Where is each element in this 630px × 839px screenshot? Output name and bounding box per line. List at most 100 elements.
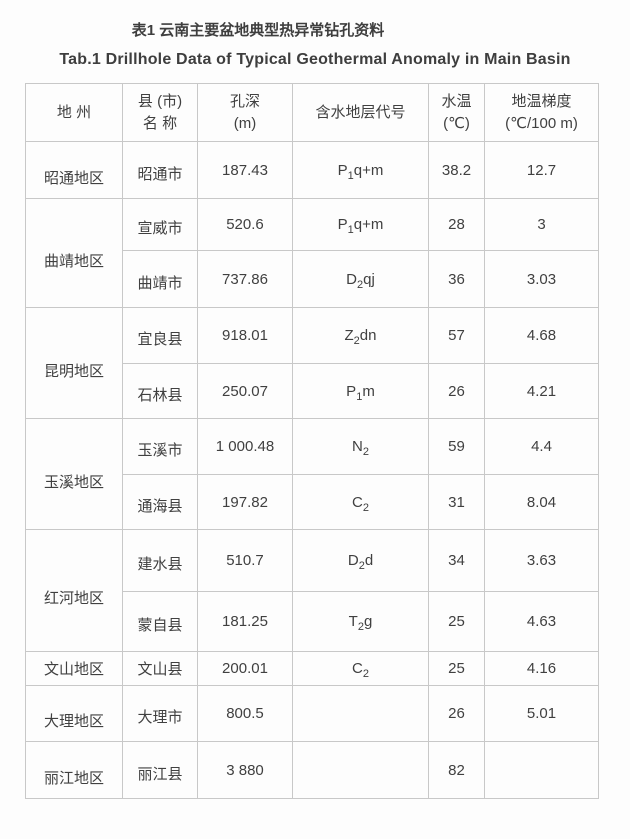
- gradient-value: 4.21: [526, 382, 557, 400]
- cell-depth: 1 000.48: [197, 418, 293, 475]
- stratum-code: P1q+m: [337, 161, 384, 182]
- gradient-value: 4.4: [531, 438, 552, 455]
- depth-value: 737.86: [222, 270, 268, 288]
- cell-region: 昆明地区: [25, 307, 123, 419]
- gradient-value: 5.01: [526, 705, 557, 722]
- header-depth-line1: 孔深: [229, 92, 260, 110]
- cell-gradient: 12.7: [484, 141, 599, 199]
- cell-stratum: P1m: [292, 363, 429, 419]
- cell-temp: 28: [428, 198, 485, 251]
- stratum-code: C2: [352, 660, 369, 680]
- header-temp-line2: (℃): [443, 114, 470, 132]
- gradient-value: 4.63: [526, 613, 557, 630]
- cell-county: 建水县: [122, 529, 198, 592]
- temp-value: 36: [448, 270, 465, 288]
- header-region: 地 州: [25, 83, 123, 142]
- header-gradient: 地温梯度 (℃/100 m): [484, 83, 599, 142]
- table-row: 文山地区 文山县 200.01 C2 25 4.16: [25, 651, 599, 686]
- county-text: 昭通市: [137, 165, 183, 183]
- cell-temp: 82: [428, 741, 485, 799]
- cell-region: 曲靖地区: [25, 198, 123, 308]
- stratum-code: P1m: [346, 382, 375, 403]
- county-text: 石林县: [137, 386, 183, 404]
- county-text: 蒙自县: [137, 617, 183, 634]
- cell-temp: 25: [428, 591, 485, 652]
- temp-value: 59: [448, 438, 465, 455]
- cell-gradient: 4.21: [484, 363, 599, 419]
- cell-region: 红河地区: [25, 529, 123, 652]
- county-text: 大理市: [137, 709, 183, 726]
- stratum-code: N2: [352, 438, 369, 458]
- cell-gradient: 4.4: [484, 418, 599, 475]
- cell-depth: 181.25: [197, 591, 293, 652]
- cell-region: 丽江地区: [25, 741, 123, 799]
- cell-temp: 31: [428, 474, 485, 530]
- table-row: 通海县 197.82 C2 31 8.04: [26, 474, 599, 530]
- cell-gradient: 4.68: [484, 307, 599, 364]
- cell-depth: 918.01: [197, 307, 293, 364]
- cell-depth: 800.5: [197, 685, 293, 742]
- cell-gradient: [484, 741, 599, 799]
- cell-temp: 26: [428, 363, 485, 419]
- gradient-value: 4.68: [526, 327, 557, 344]
- stratum-code: D2qj: [346, 270, 375, 291]
- cell-gradient: 3.63: [484, 529, 599, 592]
- table-caption-english: Tab.1 Drillhole Data of Typical Geotherm…: [59, 51, 571, 68]
- region-text: 昭通地区: [43, 169, 104, 187]
- cell-depth: 250.07: [197, 363, 293, 419]
- depth-value: 800.5: [226, 705, 264, 722]
- gradient-value: 3.03: [526, 270, 557, 288]
- depth-value: 250.07: [222, 382, 268, 400]
- temp-value: 31: [448, 493, 465, 511]
- cell-depth: 187.43: [197, 141, 293, 199]
- header-county: 县 (市) 名 称: [122, 83, 198, 142]
- region-text: 玉溪地区: [43, 473, 104, 491]
- gradient-value: 4.16: [526, 660, 557, 677]
- header-stratum: 含水地层代号: [292, 83, 429, 142]
- header-row: 地 州 县 (市) 名 称 孔深 (m) 含水地层代号 水温 (℃) 地温梯度 …: [25, 83, 599, 142]
- stratum-code: Z2dn: [344, 327, 377, 347]
- gradient-value: 3: [537, 216, 546, 233]
- temp-value: 28: [448, 216, 465, 233]
- cell-county: 丽江县: [122, 741, 198, 799]
- cell-stratum: T2g: [292, 591, 429, 652]
- cell-region: 文山地区: [25, 651, 123, 686]
- cell-stratum: P1q+m: [292, 198, 429, 251]
- depth-value: 197.82: [222, 493, 268, 511]
- depth-value: 1 000.48: [215, 438, 275, 455]
- table-row: 红河地区 建水县 510.7 D2d 34 3.63: [25, 529, 599, 652]
- cell-stratum: P1q+m: [292, 141, 429, 199]
- cell-stratum: D2d: [292, 529, 429, 592]
- depth-value: 3 880: [226, 761, 264, 779]
- page: 表1 云南主要盆地典型热异常钻孔资料 Tab.1 Drillhole Data …: [0, 19, 630, 799]
- header-region-label: 地 州: [56, 103, 92, 121]
- cell-depth: 3 880: [197, 741, 293, 799]
- temp-value: 26: [448, 705, 465, 722]
- header-gradient-line2: (℃/100 m): [505, 114, 578, 132]
- cell-county: 文山县: [122, 651, 198, 686]
- cell-depth: 737.86: [197, 250, 293, 308]
- cell-stratum: Z2dn: [292, 307, 429, 364]
- cell-gradient: 8.04: [484, 474, 599, 530]
- cell-temp: 38.2: [428, 141, 485, 199]
- cell-temp: 25: [428, 651, 485, 686]
- cell-county: 蒙自县: [122, 591, 198, 652]
- temp-value: 26: [448, 382, 465, 400]
- cell-county: 玉溪市: [122, 418, 198, 475]
- cell-stratum: C2: [292, 474, 429, 530]
- table-row: 昆明地区 宜良县 918.01 Z2dn 57 4.68: [25, 307, 599, 419]
- drillhole-data-table: 地 州 县 (市) 名 称 孔深 (m) 含水地层代号 水温 (℃) 地温梯度 …: [25, 83, 599, 799]
- cell-depth: 197.82: [197, 474, 293, 530]
- table-row: 石林县 250.07 P1m 26 4.21: [26, 363, 599, 419]
- gradient-value: 12.7: [526, 161, 557, 179]
- cell-gradient: 4.16: [484, 651, 599, 686]
- depth-value: 200.01: [222, 660, 268, 677]
- header-depth: 孔深 (m): [197, 83, 293, 142]
- cell-county: 大理市: [122, 685, 198, 742]
- cell-depth: 520.6: [197, 198, 293, 251]
- table-row: 曲靖市 737.86 D2qj 36 3.03: [26, 250, 599, 308]
- depth-value: 918.01: [222, 327, 268, 344]
- cell-county: 曲靖市: [122, 250, 198, 308]
- region-text: 文山地区: [43, 661, 104, 678]
- county-text: 玉溪市: [137, 442, 183, 459]
